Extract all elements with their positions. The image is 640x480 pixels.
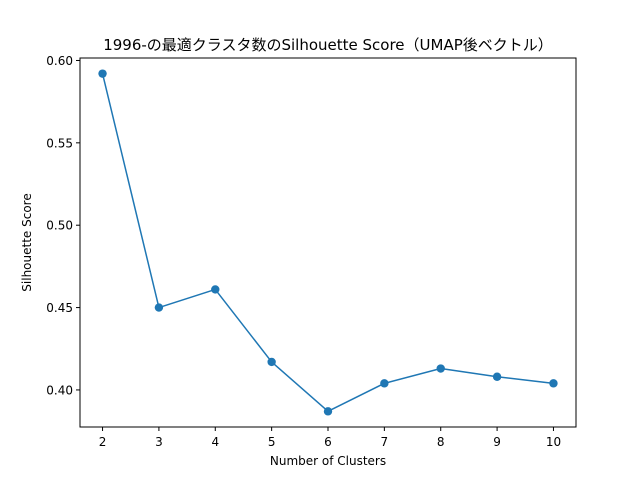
series-line [101,73,554,413]
data-point-marker [549,379,558,388]
data-point-marker [323,407,333,416]
chart-title: 1996-の最適クラスタ数のSilhouette Score（UMAP後ベクトル… [103,36,553,54]
y-tick-label: 0.45 [46,301,73,315]
x-axis-label: Number of Clusters [270,454,386,468]
x-tick-label: 5 [268,435,276,449]
x-tick-label: 4 [211,435,219,449]
x-tick-label: 6 [324,435,332,449]
data-point-marker [436,364,445,373]
data-point-marker [267,357,276,367]
data-point-marker [380,379,389,388]
y-axis-ticks: 0.40 0.45 0.50 0.55 0.60 [46,54,80,397]
y-tick-label: 0.55 [46,136,73,150]
series-layer [98,69,558,416]
x-axis-ticks: 2 3 4 5 6 7 8 9 10 [99,427,561,449]
data-point-marker [154,303,164,312]
y-axis-label: Silhouette Score [20,193,34,291]
y-tick-label: 0.40 [46,383,73,397]
data-point-marker [492,372,502,381]
plot-area-frame [79,57,577,428]
data-point-marker [98,69,107,78]
data-point-marker [211,285,220,294]
x-tick-label: 2 [99,435,107,449]
x-tick-label: 7 [381,435,389,449]
y-tick-label: 0.60 [46,54,73,68]
x-tick-label: 8 [437,435,445,449]
x-tick-label: 9 [493,435,501,449]
x-tick-label: 10 [546,435,561,449]
x-tick-label: 3 [155,435,163,449]
y-tick-label: 0.50 [46,219,73,233]
